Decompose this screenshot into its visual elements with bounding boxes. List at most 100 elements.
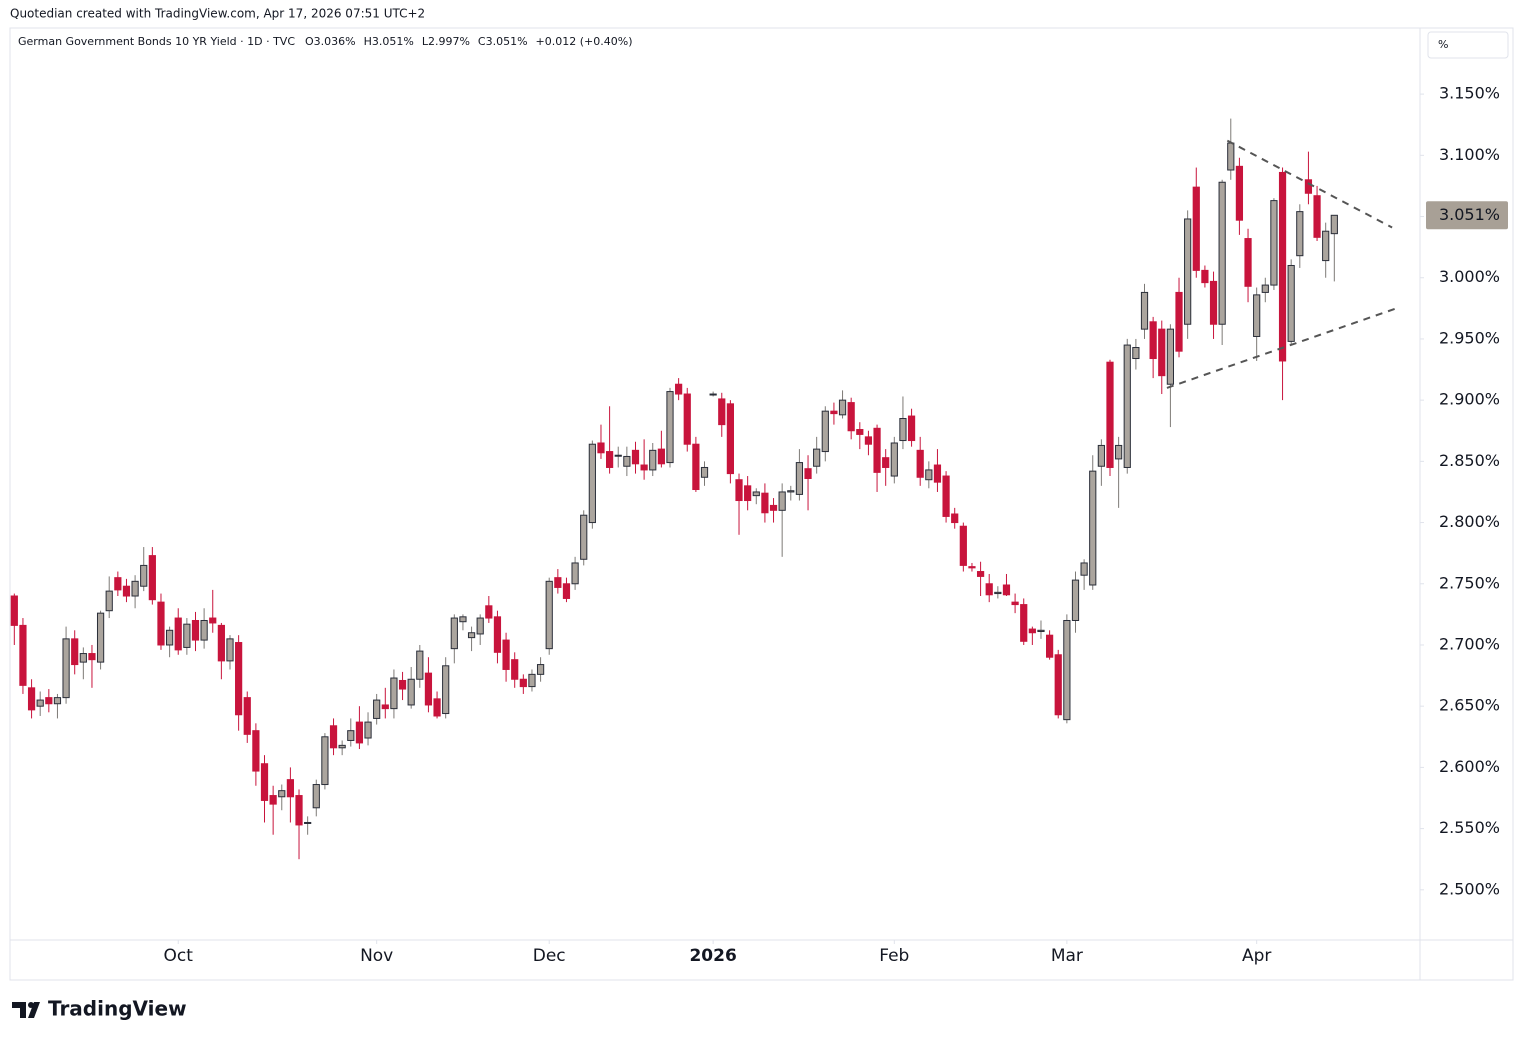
- candle-body: [209, 617, 217, 624]
- candle-body: [1330, 214, 1338, 235]
- candle-body: [1140, 291, 1149, 330]
- candle-body: [856, 429, 864, 435]
- candle-body: [752, 491, 760, 497]
- chart-title: German Government Bonds 10 YR Yield · 1D…: [18, 35, 295, 48]
- candle-body: [269, 795, 277, 805]
- candle-body: [166, 629, 174, 646]
- candle-body: [424, 672, 433, 706]
- candle-body: [804, 468, 812, 479]
- candle-body: [114, 577, 122, 591]
- scale-mode-box[interactable]: [1427, 31, 1509, 59]
- candle-body: [769, 504, 778, 511]
- candle-body: [295, 795, 303, 826]
- candle-body: [200, 619, 208, 641]
- legend-value: +0.012 (+0.40%): [536, 35, 633, 48]
- y-tick-label: 2.700%: [1439, 634, 1500, 653]
- y-tick-label: 3.000%: [1439, 267, 1500, 286]
- candle-body: [1080, 562, 1088, 576]
- x-tick-label: Nov: [360, 946, 393, 966]
- candle-body: [838, 399, 847, 416]
- candle-body: [1166, 328, 1174, 385]
- candle-body: [174, 617, 182, 651]
- candle-body: [864, 436, 873, 445]
- candle-body: [1002, 584, 1011, 596]
- candle-body: [19, 624, 27, 686]
- candle-body: [890, 442, 898, 477]
- candle-body: [1322, 230, 1330, 262]
- candle-body: [442, 665, 450, 715]
- candle-body: [709, 393, 717, 396]
- candle-body: [1106, 361, 1114, 468]
- x-tick-label: Oct: [164, 946, 194, 966]
- candle-body: [959, 525, 967, 566]
- candle-body: [148, 555, 156, 601]
- candle-body: [140, 564, 148, 587]
- candle-body: [312, 784, 320, 809]
- y-tick-label: 2.550%: [1439, 818, 1500, 837]
- candle-body: [976, 571, 985, 577]
- candle-body: [502, 639, 510, 670]
- candle-body: [985, 583, 993, 596]
- candle-body: [364, 721, 372, 739]
- candle-body: [1028, 628, 1036, 634]
- candle-body: [1209, 280, 1218, 325]
- x-tick-label: 2026: [689, 946, 736, 966]
- legend-value: C3.051%: [478, 35, 528, 48]
- y-tick-label: 2.650%: [1439, 696, 1500, 715]
- candle-body: [657, 448, 665, 465]
- candle-body: [916, 449, 924, 478]
- candle-body: [744, 485, 752, 502]
- candle-body: [407, 678, 415, 706]
- candle-body: [304, 821, 312, 824]
- candle-body: [951, 513, 959, 524]
- candle-body: [1278, 171, 1287, 362]
- candle-body: [519, 678, 527, 688]
- candle-body: [338, 744, 346, 749]
- candle-body: [88, 653, 96, 661]
- candle-body: [726, 403, 734, 475]
- candle-body: [235, 642, 243, 716]
- candle-body: [1132, 347, 1140, 360]
- candle-body: [666, 391, 674, 464]
- candle-body: [640, 464, 648, 471]
- candle-body: [45, 697, 53, 705]
- candle-body: [321, 736, 329, 786]
- candle-body: [1037, 629, 1045, 633]
- candle-body: [1054, 654, 1062, 716]
- candle-body: [580, 514, 588, 560]
- candle-body: [286, 779, 294, 798]
- candle-body: [787, 490, 795, 493]
- brand-logo: [12, 1002, 40, 1018]
- y-tick-label: 2.600%: [1439, 757, 1500, 776]
- candle-body: [183, 623, 191, 648]
- y-tick-label: 2.950%: [1439, 328, 1500, 347]
- candle-body: [122, 585, 131, 597]
- candle-body: [899, 418, 907, 442]
- candle-body: [450, 617, 458, 650]
- candle-body: [545, 580, 553, 650]
- candle-body: [260, 763, 269, 801]
- candle-body: [588, 443, 596, 524]
- candle-body: [606, 451, 614, 468]
- y-tick-label: 2.800%: [1439, 512, 1500, 531]
- y-tick-label: 2.500%: [1439, 879, 1500, 898]
- candle-body: [614, 454, 622, 457]
- candle-body: [830, 410, 838, 415]
- scale-mode[interactable]: %: [1438, 38, 1448, 51]
- candle-body: [1123, 344, 1131, 468]
- candle-body: [329, 725, 338, 749]
- candle-body: [27, 687, 36, 711]
- candle-body: [907, 415, 916, 442]
- candle-body: [554, 577, 562, 588]
- legend-header: German Government Bonds 10 YR Yield · 1D…: [18, 35, 633, 48]
- candle-body: [1287, 264, 1295, 342]
- candle-body: [882, 457, 890, 468]
- candle-body: [1253, 294, 1261, 337]
- candle-body: [53, 697, 62, 705]
- candle-body: [1089, 470, 1097, 586]
- candle-body: [96, 612, 105, 663]
- candle-body: [1046, 634, 1054, 658]
- candle-body: [968, 566, 976, 569]
